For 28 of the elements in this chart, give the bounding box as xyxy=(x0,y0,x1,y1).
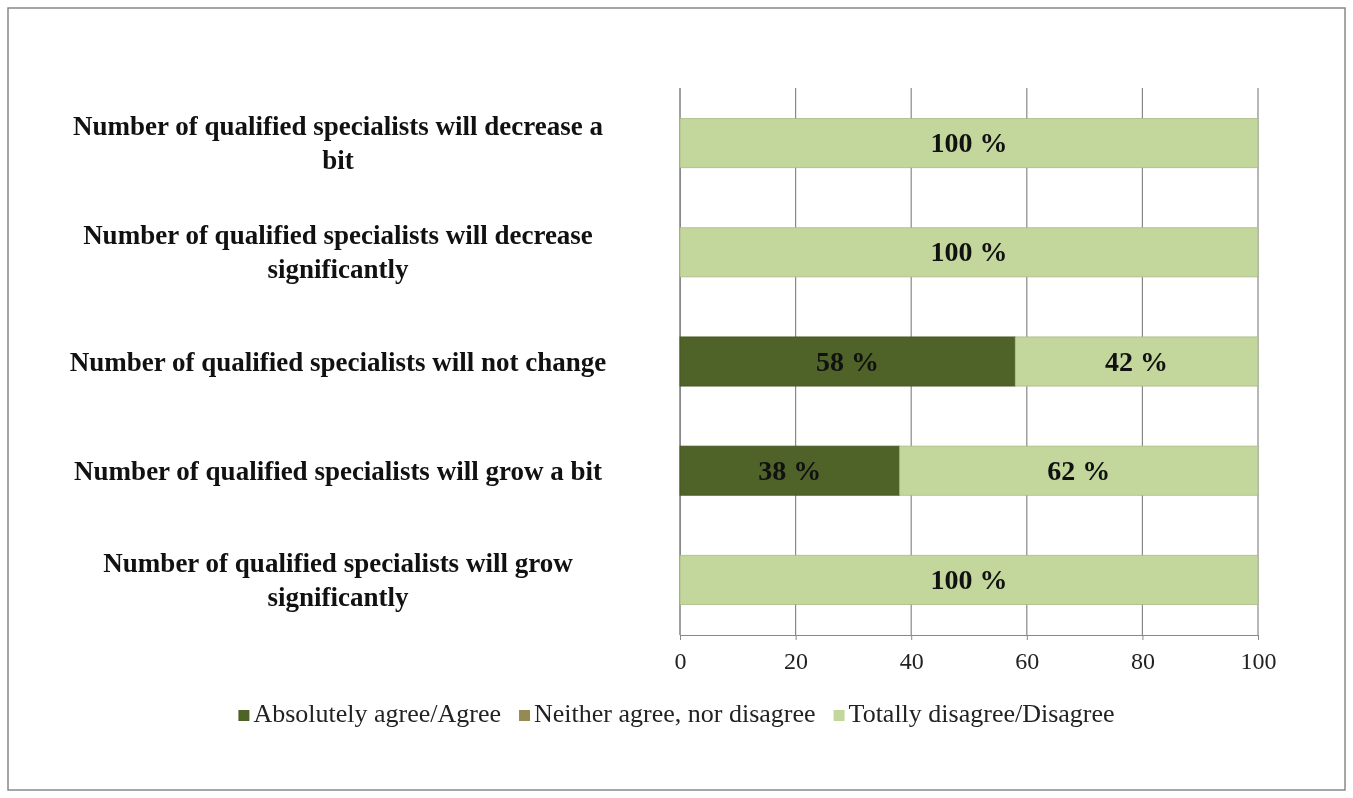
bar xyxy=(679,445,901,496)
legend-label: Absolutely agree/Agree xyxy=(253,699,502,728)
bar xyxy=(679,227,1259,278)
bar xyxy=(899,445,1259,496)
bar xyxy=(679,118,1259,169)
legend-label: Neither agree, nor disagree xyxy=(534,699,816,728)
data-label: 100 % xyxy=(930,236,1008,268)
y-tick-label: Number of qualified specialists will decrease a bit xyxy=(73,111,604,176)
data-label: 100 % xyxy=(930,563,1008,595)
y-tick-label: Number of qualified specialists will not change xyxy=(69,346,607,377)
legend-label: Totally disagree/Disagree xyxy=(848,699,1115,728)
x-tick-label: 20 xyxy=(784,648,809,675)
bar xyxy=(679,336,1016,387)
x-tick-label: 80 xyxy=(1130,648,1155,675)
x-tick-label: 0 xyxy=(674,648,687,675)
y-tick-label: Number of qualified specialists will grow significantly xyxy=(103,547,574,612)
y-tick-label: Number of qualified specialists will grow a bit xyxy=(74,455,602,486)
data-label: 62 % xyxy=(1047,454,1111,486)
x-tick-label: 100 xyxy=(1240,648,1277,675)
bar xyxy=(1014,336,1259,387)
bar xyxy=(679,554,1259,605)
x-tick-label: 60 xyxy=(1015,648,1040,675)
x-tick-label: 40 xyxy=(899,648,924,675)
data-label: 38 % xyxy=(758,454,822,486)
data-label: 100 % xyxy=(930,127,1008,159)
y-tick-label: Number of qualified specialists will decrease significantly xyxy=(83,220,593,285)
data-label: 42 % xyxy=(1105,345,1169,377)
data-label: 58 % xyxy=(816,345,880,377)
